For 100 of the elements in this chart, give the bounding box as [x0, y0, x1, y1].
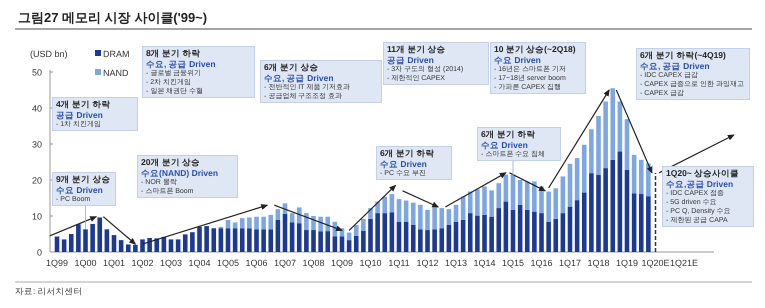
bar: [482, 186, 487, 215]
bar: [518, 204, 522, 252]
x-tick-label: 1Q17: [558, 258, 582, 268]
bar: [311, 230, 316, 252]
x-tick-label: 1Q12: [416, 258, 439, 268]
bar: [618, 152, 622, 252]
x-tick-label: 1Q18: [587, 258, 610, 268]
bar: [546, 192, 551, 222]
bar: [268, 214, 274, 230]
bar: [568, 164, 572, 207]
bar: [296, 223, 302, 252]
x-tick-label: 1Q11: [388, 258, 410, 268]
bar: [446, 225, 452, 252]
bar: [610, 88, 616, 160]
bar: [454, 204, 458, 222]
bar: [553, 188, 558, 219]
bar: [532, 212, 537, 252]
bar: [126, 244, 131, 252]
bar: [446, 209, 452, 225]
bar: [439, 208, 444, 228]
x-tick-label: 1Q08: [302, 258, 325, 268]
bar: [304, 213, 309, 230]
x-tick-label: 1Q09: [330, 258, 354, 268]
bar: [504, 174, 508, 202]
bar: [254, 216, 259, 230]
bar: [510, 174, 516, 210]
bar: [425, 230, 430, 252]
x-tick-label: 1Q99: [46, 258, 68, 268]
bar: [603, 102, 608, 168]
y-axis-title: (USD bn): [30, 49, 68, 59]
bar: [162, 236, 166, 252]
x-tick-label: 1Q14: [473, 258, 496, 268]
bar: [596, 174, 601, 252]
y-tick-label: 40: [32, 104, 42, 114]
x-tick-label: 1Q02: [131, 258, 154, 268]
bar: [276, 220, 280, 252]
bar: [62, 239, 66, 252]
bar: [311, 216, 316, 230]
bar: [410, 225, 416, 252]
bar: [418, 204, 423, 230]
bar: [268, 229, 274, 252]
bar: [340, 236, 344, 252]
x-tick-label: 1Q06: [245, 258, 268, 268]
bar: [382, 196, 388, 214]
bar: [589, 129, 594, 174]
legend-label: NAND: [103, 68, 129, 78]
x-tick-label: 1Q21E: [670, 258, 698, 268]
bar: [439, 228, 444, 252]
bar: [282, 214, 288, 252]
x-tick-label: 1Q03: [160, 258, 182, 268]
bar: [489, 190, 494, 217]
bar: [104, 229, 110, 252]
bar: [247, 228, 252, 252]
bar: [396, 222, 402, 252]
bar: [404, 200, 408, 222]
bar: [624, 119, 630, 170]
bar: [539, 213, 544, 252]
legend-label: DRAM: [103, 49, 130, 59]
bar: [610, 160, 616, 252]
bar: [532, 181, 537, 212]
bar: [140, 239, 145, 252]
bar: [290, 222, 294, 252]
bar: [197, 226, 202, 252]
bar: [354, 225, 359, 236]
bar: [211, 228, 216, 252]
bar: [582, 144, 587, 193]
bar: [133, 244, 138, 252]
y-tick-label: 0: [36, 248, 42, 258]
bar: [247, 217, 252, 228]
bar: [112, 235, 116, 252]
bar: [496, 183, 502, 208]
bar: [354, 236, 359, 252]
x-tick-label: 1Q13: [444, 258, 468, 268]
y-tick-label: 20: [32, 176, 42, 186]
bar: [190, 232, 195, 252]
bar: [568, 206, 572, 252]
bar: [553, 218, 558, 252]
text: 자료: 리서치센터: [15, 286, 83, 298]
bar: [325, 231, 330, 252]
bar: [368, 218, 373, 252]
bar: [475, 216, 480, 252]
bar: [118, 240, 124, 252]
bar: [290, 213, 294, 222]
bar: [97, 217, 102, 252]
bar: [468, 192, 473, 214]
bar: [618, 102, 622, 152]
bar: [582, 192, 587, 252]
bar: [240, 228, 245, 252]
bar: [346, 232, 352, 240]
bar: [603, 168, 608, 252]
bar: [176, 239, 180, 252]
bar: [240, 218, 245, 228]
bar: [168, 239, 174, 252]
bar: [574, 158, 580, 200]
bar: [261, 216, 266, 230]
bar: [410, 202, 416, 225]
bar: [90, 224, 95, 252]
bar: [504, 202, 508, 252]
bar: [638, 194, 644, 252]
bar: [524, 181, 530, 210]
